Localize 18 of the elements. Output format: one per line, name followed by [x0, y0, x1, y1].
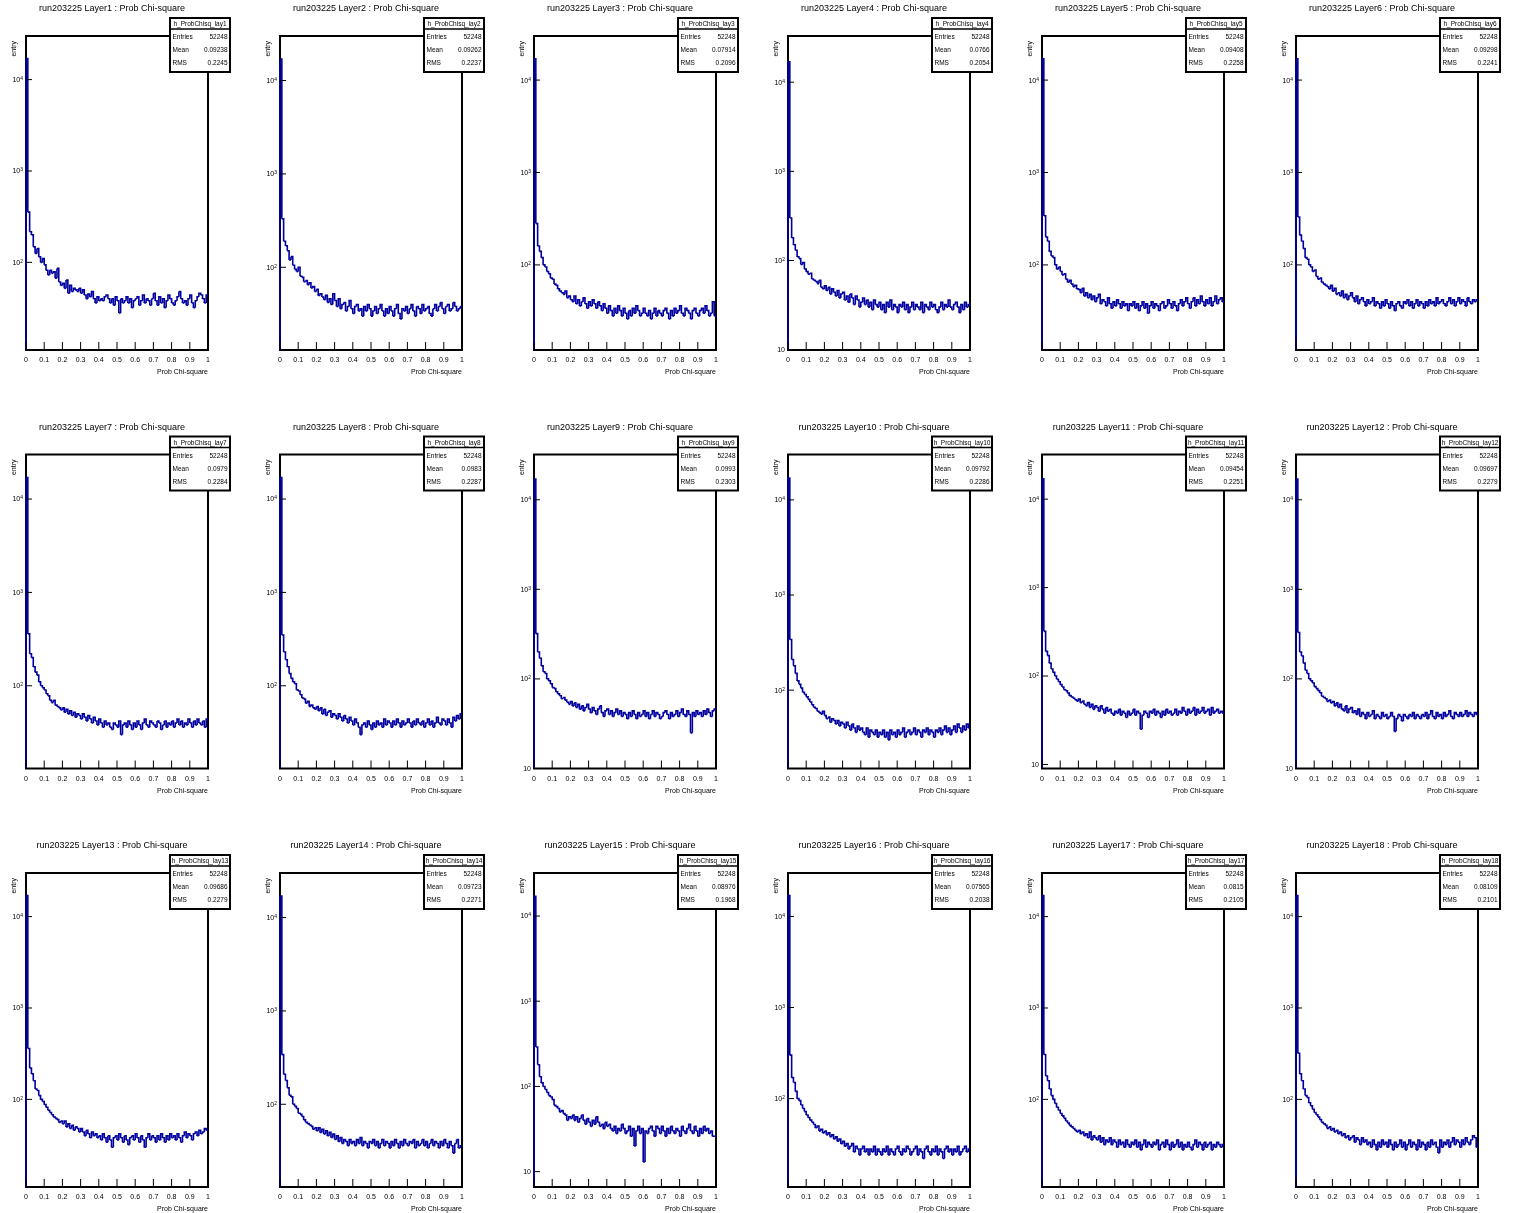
chart-title: run203225 Layer15 : Prob Chi-square [544, 840, 696, 850]
chart-title: run203225 Layer5 : Prob Chi-square [1054, 3, 1202, 13]
chart-title: run203225 Layer6 : Prob Chi-square [1308, 3, 1456, 13]
chart-title: run203225 Layer14 : Prob Chi-square [290, 840, 442, 850]
chart-title: run203225 Layer7 : Prob Chi-square [38, 421, 186, 432]
chart-title: run203225 Layer11 : Prob Chi-square [1052, 421, 1204, 432]
chart-title: run203225 Layer13 : Prob Chi-square [36, 840, 188, 850]
chart-title: run203225 Layer18 : Prob Chi-square [1306, 840, 1458, 850]
chart-title: run203225 Layer16 : Prob Chi-square [798, 840, 950, 850]
chart-title: run203225 Layer10 : Prob Chi-square [798, 421, 950, 432]
chart-title: run203225 Layer2 : Prob Chi-square [292, 3, 440, 13]
chart-title: run203225 Layer12 : Prob Chi-square [1306, 421, 1458, 432]
chart-title: run203225 Layer4 : Prob Chi-square [800, 3, 948, 13]
chart-title: run203225 Layer3 : Prob Chi-square [546, 3, 694, 13]
chart-title: run203225 Layer8 : Prob Chi-square [292, 421, 440, 432]
chart-title: run203225 Layer9 : Prob Chi-square [546, 421, 694, 432]
chart-title: run203225 Layer1 : Prob Chi-square [38, 3, 186, 13]
chart-title: run203225 Layer17 : Prob Chi-square [1052, 840, 1204, 850]
